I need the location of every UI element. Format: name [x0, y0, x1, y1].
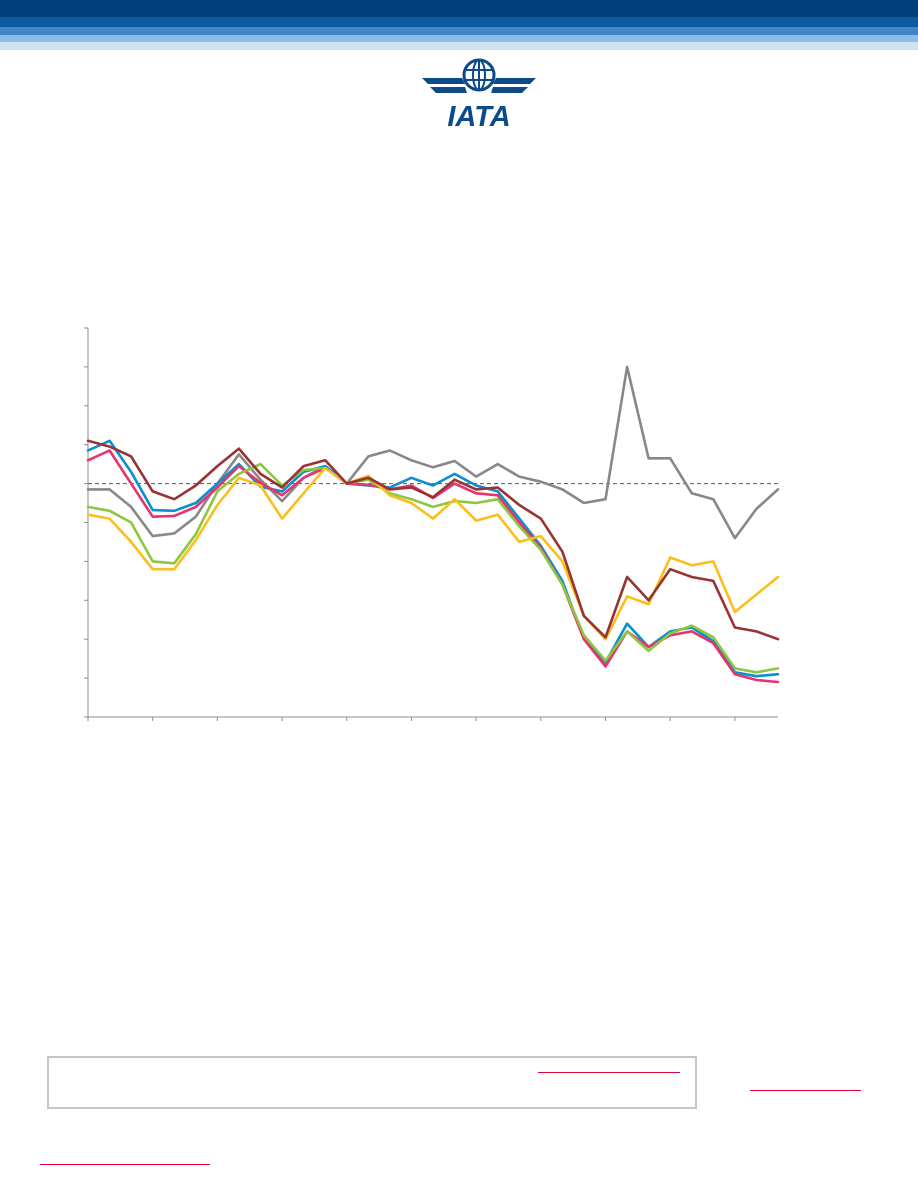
series-line-5 — [86, 466, 780, 641]
header-stripe — [0, 17, 918, 27]
logo-text: IATA — [447, 101, 510, 130]
series-line-1 — [86, 365, 780, 540]
series-line-2 — [86, 439, 780, 678]
left-wing-icon — [422, 78, 467, 93]
right-wing-icon — [491, 78, 536, 93]
line-chart — [84, 327, 780, 721]
subscribe-box — [47, 1056, 697, 1109]
subscribe-link[interactable] — [538, 1072, 680, 1073]
iata-logo-icon: IATA — [422, 58, 536, 130]
header-stripe — [0, 0, 918, 17]
link-right[interactable] — [750, 1090, 861, 1091]
series-line-4 — [86, 462, 780, 674]
header-stripe — [0, 35, 918, 42]
link-bottom[interactable] — [40, 1164, 210, 1165]
series-line-6 — [86, 439, 780, 641]
header-stripe — [0, 42, 918, 50]
header-stripe — [0, 27, 918, 35]
header-band — [0, 0, 918, 50]
